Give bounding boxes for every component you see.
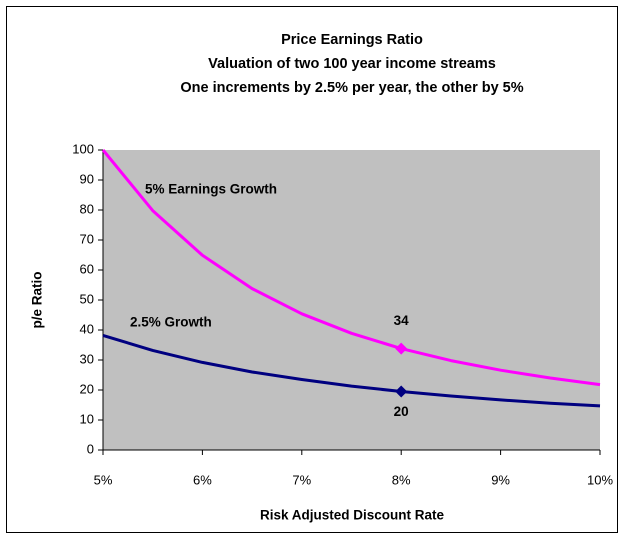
data-marker [395, 342, 408, 355]
series-label: 5% Earnings Growth [145, 182, 277, 197]
data-label: 34 [394, 313, 410, 328]
y-tick-label: 90 [80, 171, 94, 186]
y-tick-label: 70 [80, 231, 94, 246]
x-tick-label: 5% [94, 472, 113, 487]
y-tick-label: 50 [80, 291, 94, 306]
data-marker [395, 385, 408, 398]
x-tick-label: 7% [292, 472, 311, 487]
y-tick-label: 20 [80, 381, 94, 396]
x-tick-label: 6% [193, 472, 212, 487]
y-axis-title: p/e Ratio [30, 271, 45, 328]
y-tick-label: 80 [80, 201, 94, 216]
y-tick-label: 10 [80, 411, 94, 426]
chart-subtitle: Valuation of two 100 year income streams [208, 56, 496, 72]
y-tick-label: 60 [80, 261, 94, 276]
series-label: 2.5% Growth [130, 315, 212, 330]
y-tick-label: 30 [80, 351, 94, 366]
x-tick-label: 9% [491, 472, 510, 487]
data-label: 20 [394, 404, 409, 419]
series-line [102, 333, 601, 408]
x-tick-label: 10% [587, 472, 613, 487]
series-line [101, 149, 601, 387]
chart-subtitle: One increments by 2.5% per year, the oth… [180, 80, 523, 96]
chart-title: Price Earnings Ratio [281, 32, 423, 48]
y-tick-label: 0 [87, 441, 94, 456]
x-axis-title: Risk Adjusted Discount Rate [260, 508, 445, 523]
x-tick-label: 8% [392, 472, 411, 487]
y-tick-label: 100 [72, 141, 94, 156]
y-tick-label: 40 [80, 321, 94, 336]
